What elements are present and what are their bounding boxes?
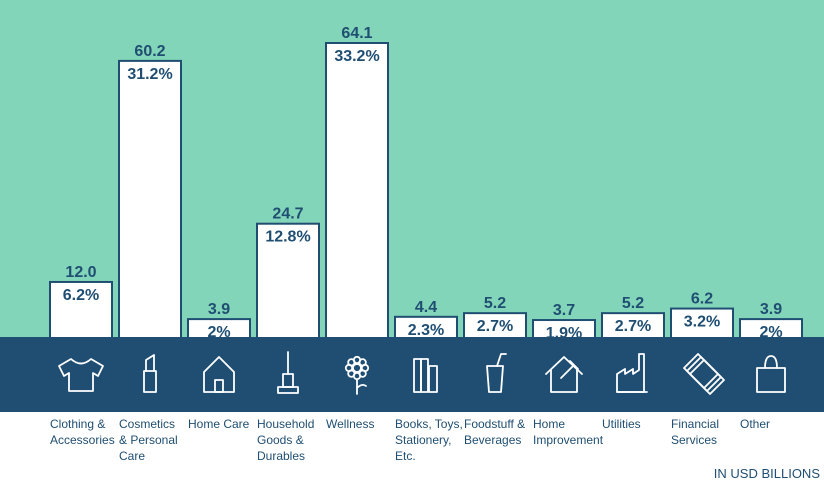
bar-0	[49, 280, 113, 339]
percent-label-2: 2%	[207, 324, 230, 341]
value-label-3: 24.7	[272, 206, 303, 223]
percent-label-8: 2.7%	[615, 318, 651, 335]
value-label-10: 3.9	[760, 301, 782, 318]
percent-label-10: 2%	[759, 324, 782, 341]
category-label-4: Wellness	[326, 417, 374, 431]
bar-4	[325, 42, 389, 339]
value-label-2: 3.9	[208, 301, 230, 318]
value-label-7: 3.7	[553, 302, 575, 319]
category-label-2: Home Care	[188, 417, 250, 431]
percent-label-6: 2.7%	[477, 318, 513, 335]
books-icon	[413, 358, 438, 393]
bar-1	[118, 59, 182, 340]
bars-group: 12.0 6.2% 60.2 31.2% 3.9 2% 24.7 12.8% 64.1 33.2%…	[49, 25, 803, 342]
icons-group	[58, 351, 786, 395]
value-label-6: 5.2	[484, 295, 506, 312]
value-label-5: 4.4	[415, 299, 437, 316]
drink-cup-icon	[486, 353, 507, 393]
percent-label-9: 3.2%	[684, 314, 720, 331]
category-label-9: Financial Services	[671, 417, 719, 447]
percent-label-1: 31.2%	[127, 66, 172, 83]
bar-8	[601, 312, 665, 340]
category-label-1: Cosmetics & Personal Care	[119, 417, 178, 463]
value-label-0: 12.0	[65, 264, 96, 281]
category-label-0: Clothing & Accessories	[50, 417, 115, 447]
lipstick-icon	[143, 354, 157, 393]
percent-label-4: 33.2%	[334, 48, 379, 65]
unit-note: IN USD BILLIONS	[714, 466, 821, 481]
banknotes-icon	[683, 353, 725, 395]
icon-band	[0, 337, 824, 412]
category-label-8: Utilities	[602, 417, 641, 431]
percent-label-0: 6.2%	[63, 287, 99, 304]
value-label-8: 5.2	[622, 295, 644, 312]
house-icon	[203, 356, 235, 393]
tshirt-icon	[58, 358, 104, 392]
flower-icon	[344, 355, 370, 395]
factory-icon	[616, 353, 648, 393]
shopping-bag-icon	[756, 355, 786, 393]
category-label-10: Other	[740, 417, 770, 431]
vacuum-icon	[277, 351, 299, 394]
category-label-5: Books, Toys, Stationery, Etc.	[395, 417, 463, 463]
house-hammer-icon	[545, 356, 583, 393]
percent-label-5: 2.3%	[408, 322, 444, 339]
category-label-3: Household Goods & Durables	[257, 417, 314, 463]
value-label-1: 60.2	[134, 43, 165, 60]
value-label-4: 64.1	[341, 25, 372, 42]
category-label-6: Foodstuff & Beverages	[464, 417, 525, 447]
value-label-9: 6.2	[691, 291, 713, 308]
category-label-7: Home Improvement	[533, 417, 604, 447]
percent-label-3: 12.8%	[265, 229, 310, 246]
